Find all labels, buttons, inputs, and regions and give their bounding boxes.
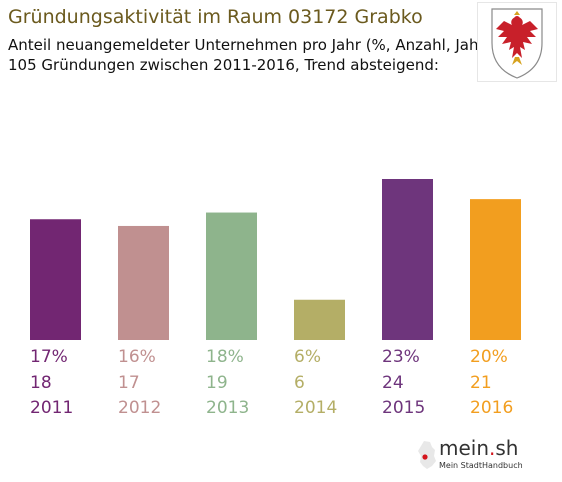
year-label-2016: 2016 [470, 398, 514, 418]
bar-2014 [294, 299, 345, 340]
year-label-2014: 2014 [294, 398, 338, 418]
logo-tagline: Mein StadtHandbuch [439, 461, 523, 470]
bar-2012 [118, 225, 169, 340]
percent-label-2011: 17% [30, 347, 68, 367]
bar-2011 [30, 219, 81, 340]
logo-wordmark: mein.sh [439, 436, 519, 460]
bar-2015 [382, 179, 433, 340]
percent-label-2012: 16% [118, 347, 156, 367]
percent-label-2015: 23% [382, 347, 420, 367]
year-label-2015: 2015 [382, 398, 426, 418]
count-label-2015: 24 [382, 373, 404, 393]
percent-label-2013: 18% [206, 347, 244, 367]
percent-label-2016: 20% [470, 347, 508, 367]
count-label-2013: 19 [206, 373, 228, 393]
count-label-2012: 17 [118, 373, 140, 393]
percent-label-2014: 6% [294, 347, 321, 367]
count-label-2016: 21 [470, 373, 492, 393]
germany-map-icon [418, 441, 436, 469]
bar-2013 [206, 212, 257, 340]
year-label-2011: 2011 [30, 398, 74, 418]
chart-subtitle: Anteil neuangemeldeter Unternehmen pro J… [8, 36, 491, 54]
chart-title: Gründungsaktivität im Raum 03172 Grabko [8, 6, 423, 28]
mein-sh-logo: mein.sh Mein StadtHandbuch [415, 434, 525, 478]
coat-of-arms-icon [477, 2, 557, 82]
chart-summary: 105 Gründungen zwischen 2011-2016, Trend… [8, 56, 439, 74]
year-label-2012: 2012 [118, 398, 162, 418]
bar-2016 [470, 199, 521, 340]
count-label-2011: 18 [30, 373, 52, 393]
count-label-2014: 6 [294, 373, 305, 393]
year-label-2013: 2013 [206, 398, 250, 418]
